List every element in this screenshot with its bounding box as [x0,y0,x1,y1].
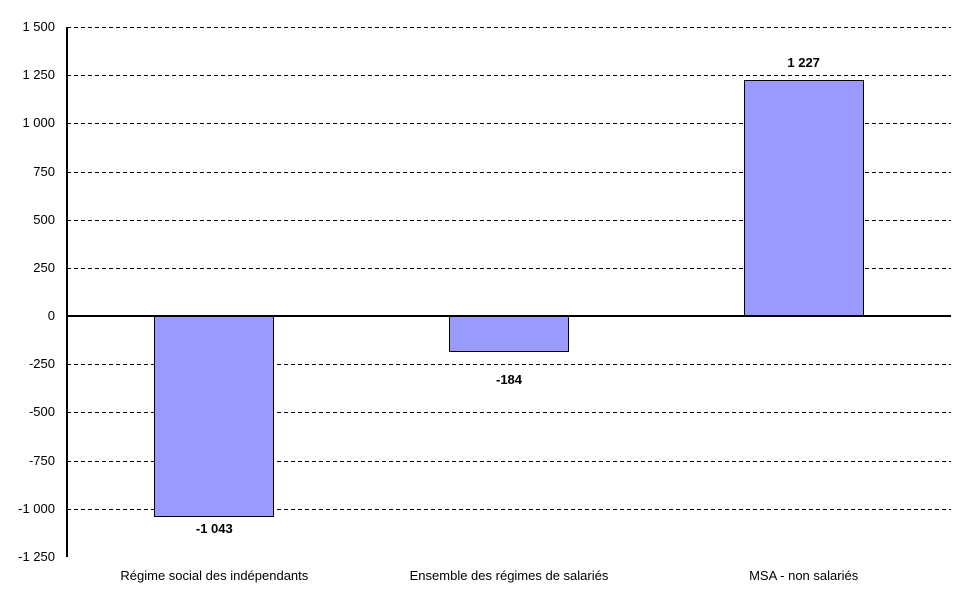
y-tick-label: -1 250 [18,549,55,564]
bar [743,79,864,317]
gridline [67,509,951,510]
bar-value-label: 1 227 [787,54,820,70]
gridline [67,27,951,28]
y-tick-label: 1 500 [22,19,55,34]
bar-value-label: -184 [495,371,523,387]
y-tick-label: 0 [47,308,55,324]
bar-value-label: -1 043 [195,521,233,537]
bar [154,316,275,518]
y-tick-label: 250 [33,259,55,275]
gridline [67,123,951,124]
gridline [67,220,951,221]
y-tick-label: -500 [28,404,55,420]
y-tick-label: -250 [28,356,55,372]
gridline [67,412,951,413]
category-label: Régime social des indépendants [120,568,309,583]
y-tick-label: -750 [28,452,55,468]
y-tick-label: 1 250 [22,67,55,83]
gridline [67,268,951,269]
y-tick-label: -1 000 [18,500,55,516]
category-label: Ensemble des régimes de salariés [409,568,609,583]
y-tick-label: 1 000 [22,115,55,131]
gridline [67,461,951,462]
y-tick-label: 500 [33,211,55,227]
category-label: MSA - non salariés [749,568,859,583]
bar [449,316,569,352]
gridline [67,172,951,173]
y-axis-line [66,27,68,557]
y-tick-label: 750 [33,163,55,179]
gridline [67,75,951,76]
gridline [67,364,951,365]
